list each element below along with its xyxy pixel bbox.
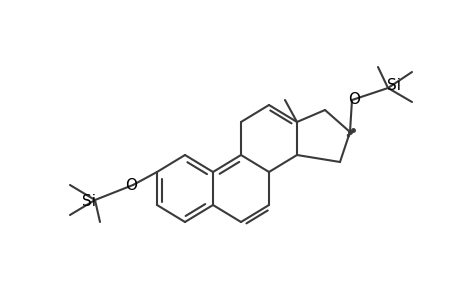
Text: Si: Si [82, 194, 96, 209]
Text: Si: Si [386, 79, 400, 94]
Text: O: O [125, 178, 137, 194]
Text: O: O [347, 92, 359, 106]
